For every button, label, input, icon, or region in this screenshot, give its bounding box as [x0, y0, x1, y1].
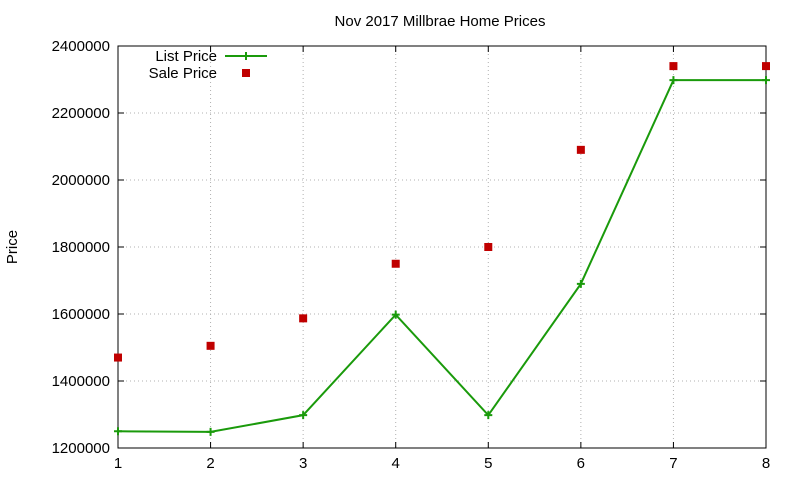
y-tick-label: 1600000 — [52, 306, 110, 323]
y-tick-label: 2200000 — [52, 105, 110, 122]
sale-price-point — [206, 341, 215, 350]
x-tick-label: 4 — [392, 455, 400, 472]
x-tick-label: 7 — [669, 455, 677, 472]
y-tick-label: 1200000 — [52, 440, 110, 457]
x-tick-label: 8 — [762, 455, 770, 472]
legend-label: List Price — [155, 48, 217, 65]
y-tick-label: 1800000 — [52, 239, 110, 256]
x-tick-label: 3 — [299, 455, 307, 472]
chart-title: Nov 2017 Millbrae Home Prices — [335, 13, 546, 30]
x-tick-label: 6 — [577, 455, 585, 472]
sale-price-point — [391, 259, 400, 268]
sale-price-point — [669, 62, 678, 71]
legend-label: Sale Price — [149, 65, 217, 82]
x-tick-label: 1 — [114, 455, 122, 472]
y-tick-label: 2000000 — [52, 172, 110, 189]
legend-square-swatch — [242, 69, 250, 77]
list-price-point — [762, 76, 770, 85]
list-price-point — [114, 427, 122, 436]
axis-ticks: 1 2 3 4 5 6 7 8 1200000 1400000 1600000 1800000 2000… — [52, 38, 771, 472]
y-tick-label: 2400000 — [52, 38, 110, 55]
sale-price-point — [576, 145, 585, 154]
list-price-line — [117, 79, 766, 433]
x-tick-label: 5 — [484, 455, 492, 472]
legend-plus-swatch — [242, 52, 250, 60]
y-axis-label: Price — [4, 230, 21, 264]
grid — [118, 46, 766, 448]
list-price-point — [576, 279, 585, 288]
series-list-price — [114, 76, 770, 436]
sale-price-point — [299, 314, 308, 323]
list-price-point — [669, 76, 678, 85]
list-price-point — [484, 411, 493, 420]
sale-price-point — [484, 243, 493, 251]
list-price-point — [391, 310, 400, 319]
list-price-point — [299, 411, 308, 420]
sale-price-point — [762, 62, 770, 71]
list-price-point — [206, 427, 215, 436]
series-sale-price — [114, 62, 770, 362]
y-tick-label: 1400000 — [52, 373, 110, 390]
series — [114, 62, 770, 436]
x-tick-label: 2 — [206, 455, 214, 472]
sale-price-point — [114, 353, 122, 362]
